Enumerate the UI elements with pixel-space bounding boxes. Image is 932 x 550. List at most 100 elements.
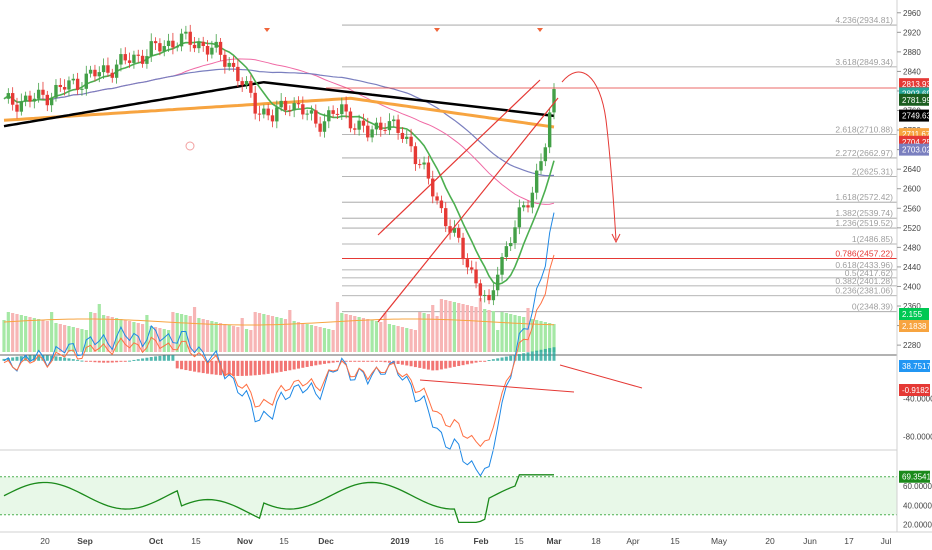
candle-body[interactable] bbox=[188, 31, 192, 45]
candle-body[interactable] bbox=[448, 226, 452, 233]
candle-body[interactable] bbox=[149, 41, 153, 57]
candle-body[interactable] bbox=[227, 62, 231, 67]
candle-body[interactable] bbox=[322, 121, 327, 132]
candle-body[interactable] bbox=[396, 119, 400, 133]
candle-body[interactable] bbox=[465, 259, 470, 268]
candle-body[interactable] bbox=[88, 69, 93, 74]
candle-body[interactable] bbox=[132, 54, 136, 63]
candle-body[interactable] bbox=[400, 132, 405, 139]
candle-body[interactable] bbox=[179, 33, 184, 47]
macd-panel[interactable]: -40.0000 -80.0000 38.7517 -0.9182 bbox=[2, 212, 932, 477]
candle-body[interactable] bbox=[201, 41, 205, 46]
candle-body[interactable] bbox=[279, 100, 283, 108]
candle-body[interactable] bbox=[145, 56, 149, 64]
candle-body[interactable] bbox=[80, 88, 84, 90]
macd-trend-line[interactable] bbox=[419, 379, 575, 393]
candle-body[interactable] bbox=[93, 69, 97, 77]
candle-body[interactable] bbox=[71, 78, 75, 81]
candle-body[interactable] bbox=[192, 44, 197, 49]
rsi-line[interactable] bbox=[3, 474, 554, 524]
candle-body[interactable] bbox=[19, 101, 24, 112]
price-panel[interactable]: 4.236(2934.81) 3.618(2849.34) 2.618(2710.8… bbox=[2, 15, 897, 352]
candle-body[interactable] bbox=[487, 294, 491, 301]
candle-body[interactable] bbox=[439, 200, 444, 209]
candle-body[interactable] bbox=[470, 267, 474, 270]
candle-body[interactable] bbox=[123, 54, 127, 61]
candle-body[interactable] bbox=[353, 128, 357, 130]
candle-body[interactable] bbox=[340, 104, 344, 115]
candle-body[interactable] bbox=[106, 65, 110, 73]
candle-body[interactable] bbox=[67, 80, 71, 90]
candle-body[interactable] bbox=[218, 41, 223, 55]
candle-body[interactable] bbox=[543, 147, 548, 162]
candle-body[interactable] bbox=[36, 89, 41, 99]
candle-body[interactable] bbox=[75, 78, 80, 90]
candle-body[interactable] bbox=[457, 228, 461, 238]
candle-body[interactable] bbox=[383, 129, 387, 131]
candle-body[interactable] bbox=[166, 40, 171, 47]
candle-body[interactable] bbox=[231, 62, 236, 67]
macd-trend-arrow[interactable] bbox=[559, 364, 643, 389]
candle-body[interactable] bbox=[366, 125, 370, 138]
candle-body[interactable] bbox=[41, 89, 45, 95]
candle-body[interactable] bbox=[136, 54, 140, 56]
candle-body[interactable] bbox=[28, 95, 32, 102]
trendline-lower[interactable] bbox=[377, 97, 559, 323]
candle-body[interactable] bbox=[361, 120, 366, 126]
candle-body[interactable] bbox=[210, 47, 214, 55]
candle-body[interactable] bbox=[508, 243, 513, 247]
candle-body[interactable] bbox=[110, 72, 114, 78]
candle-body[interactable] bbox=[257, 113, 262, 115]
candle-body[interactable] bbox=[205, 45, 210, 55]
candle-body[interactable] bbox=[15, 104, 19, 112]
candle-body[interactable] bbox=[10, 93, 15, 105]
candle-body[interactable] bbox=[547, 112, 552, 148]
candle-body[interactable] bbox=[392, 119, 396, 122]
candlesticks[interactable] bbox=[6, 24, 556, 306]
candle-body[interactable] bbox=[253, 92, 257, 114]
candle-body[interactable] bbox=[127, 60, 132, 63]
candle-body[interactable] bbox=[54, 84, 58, 98]
candle-body[interactable] bbox=[431, 178, 435, 197]
candle-body[interactable] bbox=[526, 205, 530, 208]
candle-body[interactable] bbox=[335, 113, 340, 115]
candle-body[interactable] bbox=[413, 146, 418, 165]
candle-body[interactable] bbox=[288, 110, 292, 112]
candle-body[interactable] bbox=[539, 161, 543, 171]
candle-body[interactable] bbox=[418, 164, 422, 166]
candle-body[interactable] bbox=[197, 41, 201, 49]
candle-body[interactable] bbox=[184, 31, 188, 34]
candle-body[interactable] bbox=[474, 269, 478, 284]
candle-body[interactable] bbox=[101, 65, 106, 73]
candle-body[interactable] bbox=[6, 93, 11, 99]
ma-green-line[interactable] bbox=[3, 40, 555, 286]
candle-body[interactable] bbox=[244, 81, 249, 86]
candle-body[interactable] bbox=[158, 43, 162, 52]
candle-body[interactable] bbox=[301, 104, 305, 115]
candle-body[interactable] bbox=[32, 98, 37, 102]
candle-body[interactable] bbox=[444, 208, 448, 227]
candle-body[interactable] bbox=[114, 64, 119, 78]
candle-body[interactable] bbox=[171, 40, 175, 48]
candle-body[interactable] bbox=[521, 205, 526, 208]
candle-body[interactable] bbox=[275, 107, 279, 122]
candle-body[interactable] bbox=[309, 110, 314, 114]
candle-body[interactable] bbox=[478, 283, 483, 296]
candle-body[interactable] bbox=[405, 136, 409, 139]
candle-body[interactable] bbox=[296, 103, 301, 105]
candle-body[interactable] bbox=[140, 55, 145, 64]
candle-body[interactable] bbox=[435, 196, 439, 201]
candle-body[interactable] bbox=[266, 108, 270, 116]
candle-body[interactable] bbox=[97, 72, 101, 77]
candle-body[interactable] bbox=[270, 115, 275, 122]
candle-body[interactable] bbox=[491, 290, 496, 301]
ma-black-line[interactable] bbox=[3, 80, 555, 128]
candle-body[interactable] bbox=[62, 87, 67, 90]
candle-body[interactable] bbox=[162, 46, 166, 52]
candle-body[interactable] bbox=[240, 81, 244, 86]
candle-body[interactable] bbox=[23, 95, 28, 102]
candle-body[interactable] bbox=[292, 103, 296, 111]
candle-body[interactable] bbox=[283, 100, 288, 111]
candle-body[interactable] bbox=[504, 246, 509, 257]
